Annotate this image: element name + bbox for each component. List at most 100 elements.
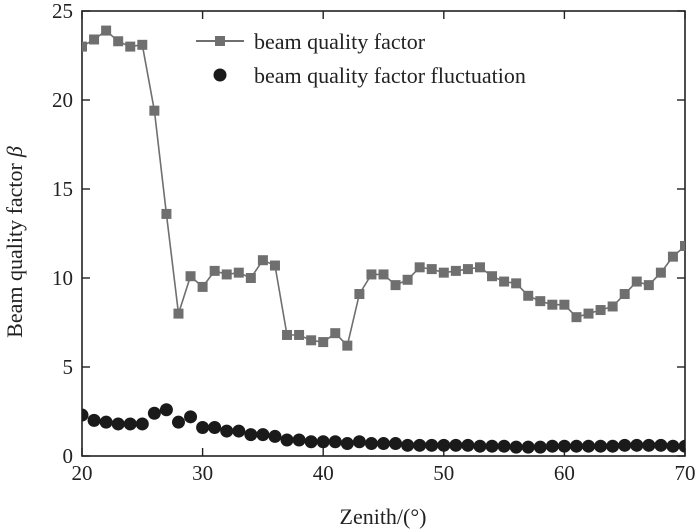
y-tick-label: 10	[52, 266, 73, 290]
data-point-beam-quality-factor	[462, 264, 473, 275]
data-point-beam-quality-factor-fluctuation	[377, 437, 390, 451]
data-point-beam-quality-factor	[619, 289, 630, 300]
y-tick-label: 0	[63, 444, 74, 468]
data-point-beam-quality-factor-fluctuation	[678, 439, 685, 453]
legend-label-beam-quality-factor: beam quality factor	[254, 29, 426, 54]
data-point-beam-quality-factor-fluctuation	[87, 413, 101, 427]
data-point-beam-quality-factor	[233, 267, 244, 278]
data-point-beam-quality-factor	[511, 278, 522, 289]
data-point-beam-quality-factor-fluctuation	[280, 433, 294, 447]
data-point-beam-quality-factor-fluctuation	[618, 438, 632, 452]
data-point-beam-quality-factor-fluctuation	[545, 439, 559, 453]
data-point-beam-quality-factor-fluctuation	[208, 421, 222, 435]
data-point-beam-quality-factor	[559, 299, 570, 310]
data-point-beam-quality-factor	[607, 301, 618, 312]
svg-text:Beam quality factorβ: Beam quality factor β	[2, 146, 27, 338]
data-point-beam-quality-factor	[354, 289, 365, 300]
data-point-beam-quality-factor-fluctuation	[389, 437, 403, 451]
data-point-beam-quality-factor	[125, 41, 136, 52]
data-point-beam-quality-factor	[161, 208, 172, 219]
y-tick-label: 25	[52, 0, 73, 23]
data-point-beam-quality-factor-fluctuation	[232, 424, 246, 438]
data-point-beam-quality-factor	[474, 262, 485, 273]
data-point-beam-quality-factor-fluctuation	[352, 435, 366, 449]
data-point-beam-quality-factor-fluctuation	[184, 410, 198, 424]
data-point-beam-quality-factor-fluctuation	[401, 438, 415, 452]
data-point-beam-quality-factor-fluctuation	[159, 403, 173, 417]
data-point-beam-quality-factor-fluctuation	[328, 435, 342, 449]
y-tick-label: 5	[63, 355, 74, 379]
data-point-beam-quality-factor-fluctuation	[654, 438, 668, 452]
data-point-beam-quality-factor-fluctuation	[364, 437, 378, 451]
data-point-beam-quality-factor	[294, 329, 305, 340]
data-point-beam-quality-factor	[523, 290, 534, 301]
data-point-beam-quality-factor	[450, 265, 461, 276]
x-tick-label: 20	[72, 461, 93, 485]
data-point-beam-quality-factor-fluctuation	[147, 406, 161, 420]
data-point-beam-quality-factor	[655, 267, 666, 278]
data-point-beam-quality-factor	[487, 271, 498, 282]
data-point-beam-quality-factor-fluctuation	[292, 433, 306, 447]
data-point-beam-quality-factor-fluctuation	[111, 417, 125, 431]
data-point-beam-quality-factor	[245, 273, 256, 283]
data-point-beam-quality-factor	[82, 41, 87, 52]
data-point-beam-quality-factor	[342, 340, 353, 351]
data-point-beam-quality-factor	[101, 25, 112, 36]
data-point-beam-quality-factor	[438, 267, 449, 278]
data-point-beam-quality-factor	[197, 281, 208, 292]
legend-swatch-circle-marker	[213, 68, 227, 82]
data-point-beam-quality-factor	[173, 308, 184, 319]
data-point-beam-quality-factor-fluctuation	[123, 417, 137, 431]
data-point-beam-quality-factor	[390, 280, 401, 291]
data-point-beam-quality-factor	[137, 39, 148, 50]
data-markers	[82, 25, 685, 454]
data-point-beam-quality-factor-fluctuation	[533, 440, 547, 454]
data-point-beam-quality-factor-fluctuation	[521, 440, 535, 454]
data-point-beam-quality-factor-fluctuation	[171, 415, 185, 429]
plot-area: 20 30 40 50 60 70 0 5 10 15 20 25	[52, 0, 696, 485]
data-point-beam-quality-factor	[547, 299, 558, 310]
data-point-beam-quality-factor-fluctuation	[220, 424, 234, 438]
data-point-beam-quality-factor-fluctuation	[485, 439, 499, 453]
y-tick-label: 15	[52, 177, 73, 201]
data-point-beam-quality-factor	[583, 308, 594, 319]
data-point-beam-quality-factor-fluctuation	[606, 439, 620, 453]
data-point-beam-quality-factor-fluctuation	[340, 437, 354, 451]
data-point-beam-quality-factor-fluctuation	[82, 408, 89, 422]
data-point-beam-quality-factor	[306, 335, 317, 346]
y-axis-title: Beam quality factor β	[2, 146, 27, 338]
x-tick-label: 40	[313, 461, 334, 485]
data-point-beam-quality-factor-fluctuation	[569, 439, 583, 453]
data-point-beam-quality-factor-fluctuation	[582, 439, 596, 453]
data-point-beam-quality-factor	[426, 264, 437, 275]
data-point-beam-quality-factor-fluctuation	[461, 438, 475, 452]
data-point-beam-quality-factor	[402, 274, 413, 285]
data-point-beam-quality-factor-fluctuation	[316, 435, 330, 449]
data-point-beam-quality-factor	[269, 260, 280, 271]
data-point-beam-quality-factor-fluctuation	[244, 428, 258, 442]
data-point-beam-quality-factor	[149, 105, 160, 116]
plot-frame	[81, 10, 686, 457]
data-point-beam-quality-factor	[643, 280, 654, 291]
data-point-beam-quality-factor-fluctuation	[509, 440, 523, 454]
y-tick-label: 20	[52, 88, 73, 112]
data-point-beam-quality-factor	[595, 305, 606, 316]
data-point-beam-quality-factor-fluctuation	[99, 415, 113, 429]
data-point-beam-quality-factor	[535, 296, 546, 307]
data-point-beam-quality-factor	[221, 269, 232, 280]
data-point-beam-quality-factor	[282, 329, 293, 340]
data-point-beam-quality-factor	[318, 337, 329, 348]
x-tick-label: 30	[192, 461, 213, 485]
y-axis-label-text: Beam quality factor	[2, 162, 27, 337]
data-point-beam-quality-factor	[366, 269, 377, 280]
data-point-beam-quality-factor-fluctuation	[642, 438, 656, 452]
data-point-beam-quality-factor	[185, 271, 196, 282]
x-axis-title: Zenith/(°)	[340, 504, 427, 529]
y-axis-label-symbol: β	[2, 146, 27, 158]
data-point-beam-quality-factor-fluctuation	[497, 439, 511, 453]
data-point-beam-quality-factor-fluctuation	[425, 438, 439, 452]
data-point-beam-quality-factor	[571, 312, 582, 323]
x-tick-label: 50	[433, 461, 454, 485]
data-point-beam-quality-factor-fluctuation	[268, 429, 282, 443]
